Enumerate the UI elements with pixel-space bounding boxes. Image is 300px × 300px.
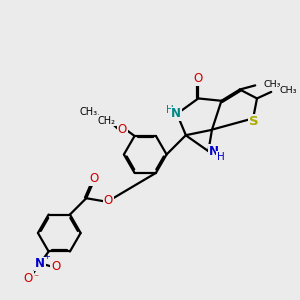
Text: O: O (89, 172, 99, 185)
Text: N: N (171, 107, 182, 120)
Text: CH₂: CH₂ (98, 116, 116, 125)
Text: N: N (35, 257, 45, 270)
Text: CH₃: CH₃ (263, 80, 281, 89)
Text: O: O (51, 260, 60, 273)
Text: O: O (194, 72, 203, 85)
Text: H: H (217, 152, 225, 161)
Text: O: O (118, 123, 127, 136)
Text: S: S (249, 115, 259, 128)
Text: CH₃: CH₃ (79, 107, 98, 117)
Text: N: N (209, 145, 219, 158)
Text: O: O (103, 194, 113, 207)
Text: ⁻: ⁻ (33, 273, 38, 283)
Text: H: H (166, 105, 173, 115)
Text: CH₃: CH₃ (280, 86, 297, 95)
Text: +: + (44, 253, 50, 262)
Text: O: O (24, 272, 33, 285)
